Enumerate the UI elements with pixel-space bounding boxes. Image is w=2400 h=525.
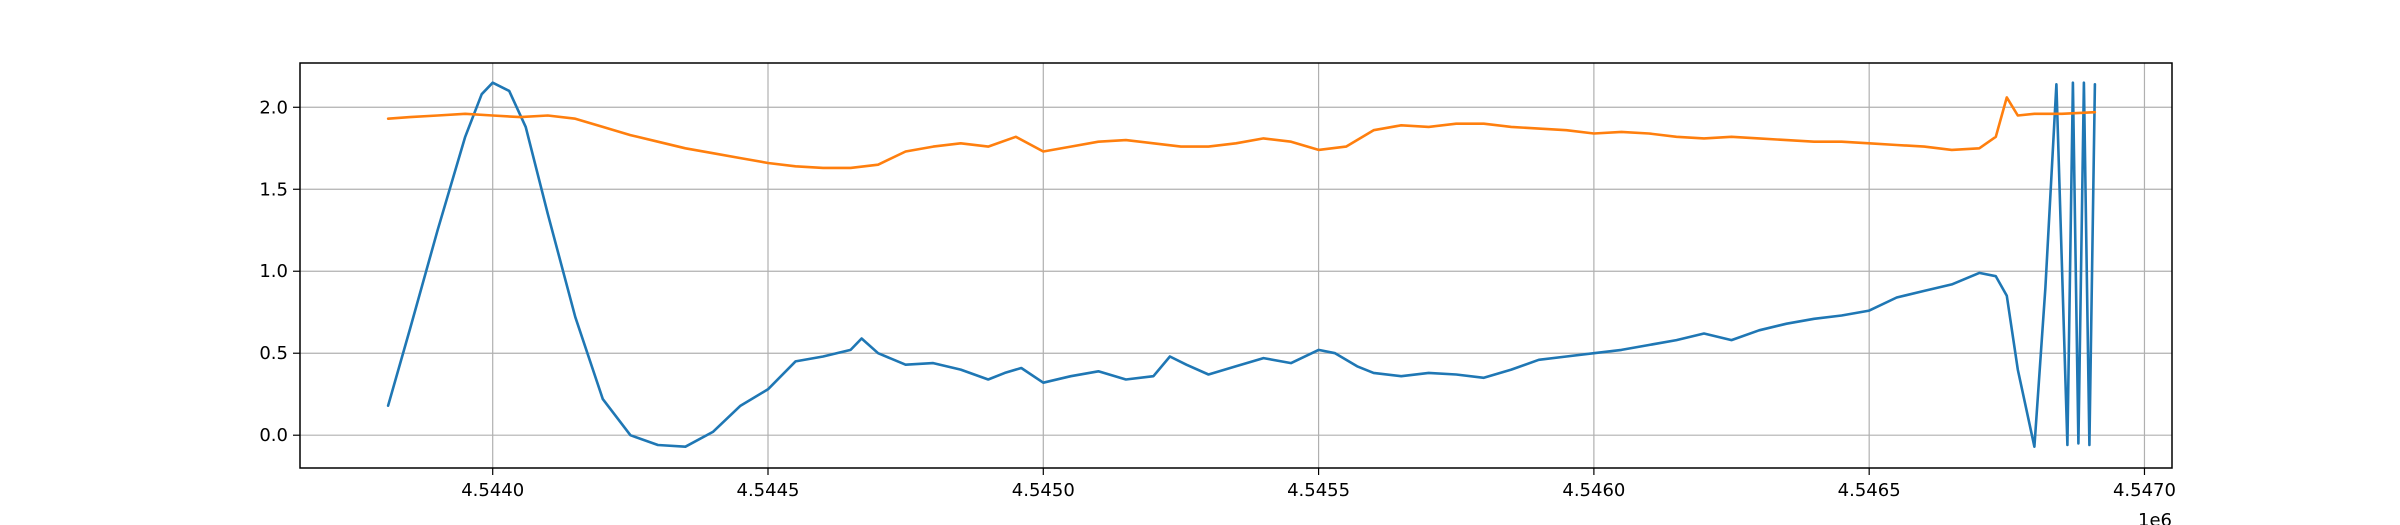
x-tick-label: 4.5440 — [461, 480, 524, 501]
y-tick-label: 2.0 — [259, 97, 288, 118]
grid — [300, 63, 2172, 468]
axes-frame — [299, 62, 2173, 469]
y-tick-label: 0.5 — [259, 343, 288, 364]
axis-ticks: 4.5440 4.5445 4.5450 4.5455 4.5460 4.5465 4.54… — [259, 97, 2176, 501]
series-line-2 — [386, 96, 2097, 170]
y-tick-label: 0.0 — [259, 425, 288, 446]
x-tick-label: 4.5460 — [1562, 480, 1625, 501]
y-tick-label: 1.5 — [259, 179, 288, 200]
x-tick-label: 4.5470 — [2113, 480, 2176, 501]
x-tick-label: 4.5465 — [1838, 480, 1901, 501]
x-tick-label: 4.5445 — [737, 480, 800, 501]
x-axis-offset-label: 1e6 — [2138, 510, 2172, 525]
series-line-1 — [386, 81, 2097, 448]
x-tick-label: 4.5450 — [1012, 480, 1075, 501]
x-tick-label: 4.5455 — [1287, 480, 1350, 501]
plot-area — [386, 81, 2097, 448]
y-tick-label: 1.0 — [259, 261, 288, 282]
